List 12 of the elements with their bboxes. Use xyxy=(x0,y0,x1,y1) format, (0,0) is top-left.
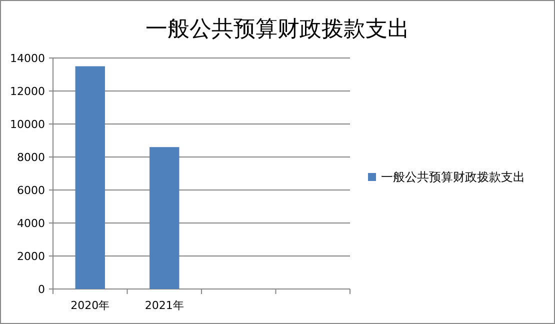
y-tick-label: 2000 xyxy=(17,250,45,263)
y-tick-label: 8000 xyxy=(17,151,45,164)
y-tick-label: 12000 xyxy=(10,85,45,98)
chart-title: 一般公共预算财政拨款支出 xyxy=(146,17,410,42)
y-tick-label: 14000 xyxy=(10,52,45,65)
x-tick-label: 2020年 xyxy=(70,299,110,312)
y-tick-label: 10000 xyxy=(10,118,45,131)
x-tick-label: 2021年 xyxy=(144,299,184,312)
y-tick-label: 4000 xyxy=(17,217,45,230)
y-tick-label: 0 xyxy=(38,283,45,296)
y-tick-label: 6000 xyxy=(17,184,45,197)
legend-label: 一般公共预算财政拨款支出 xyxy=(381,170,525,184)
